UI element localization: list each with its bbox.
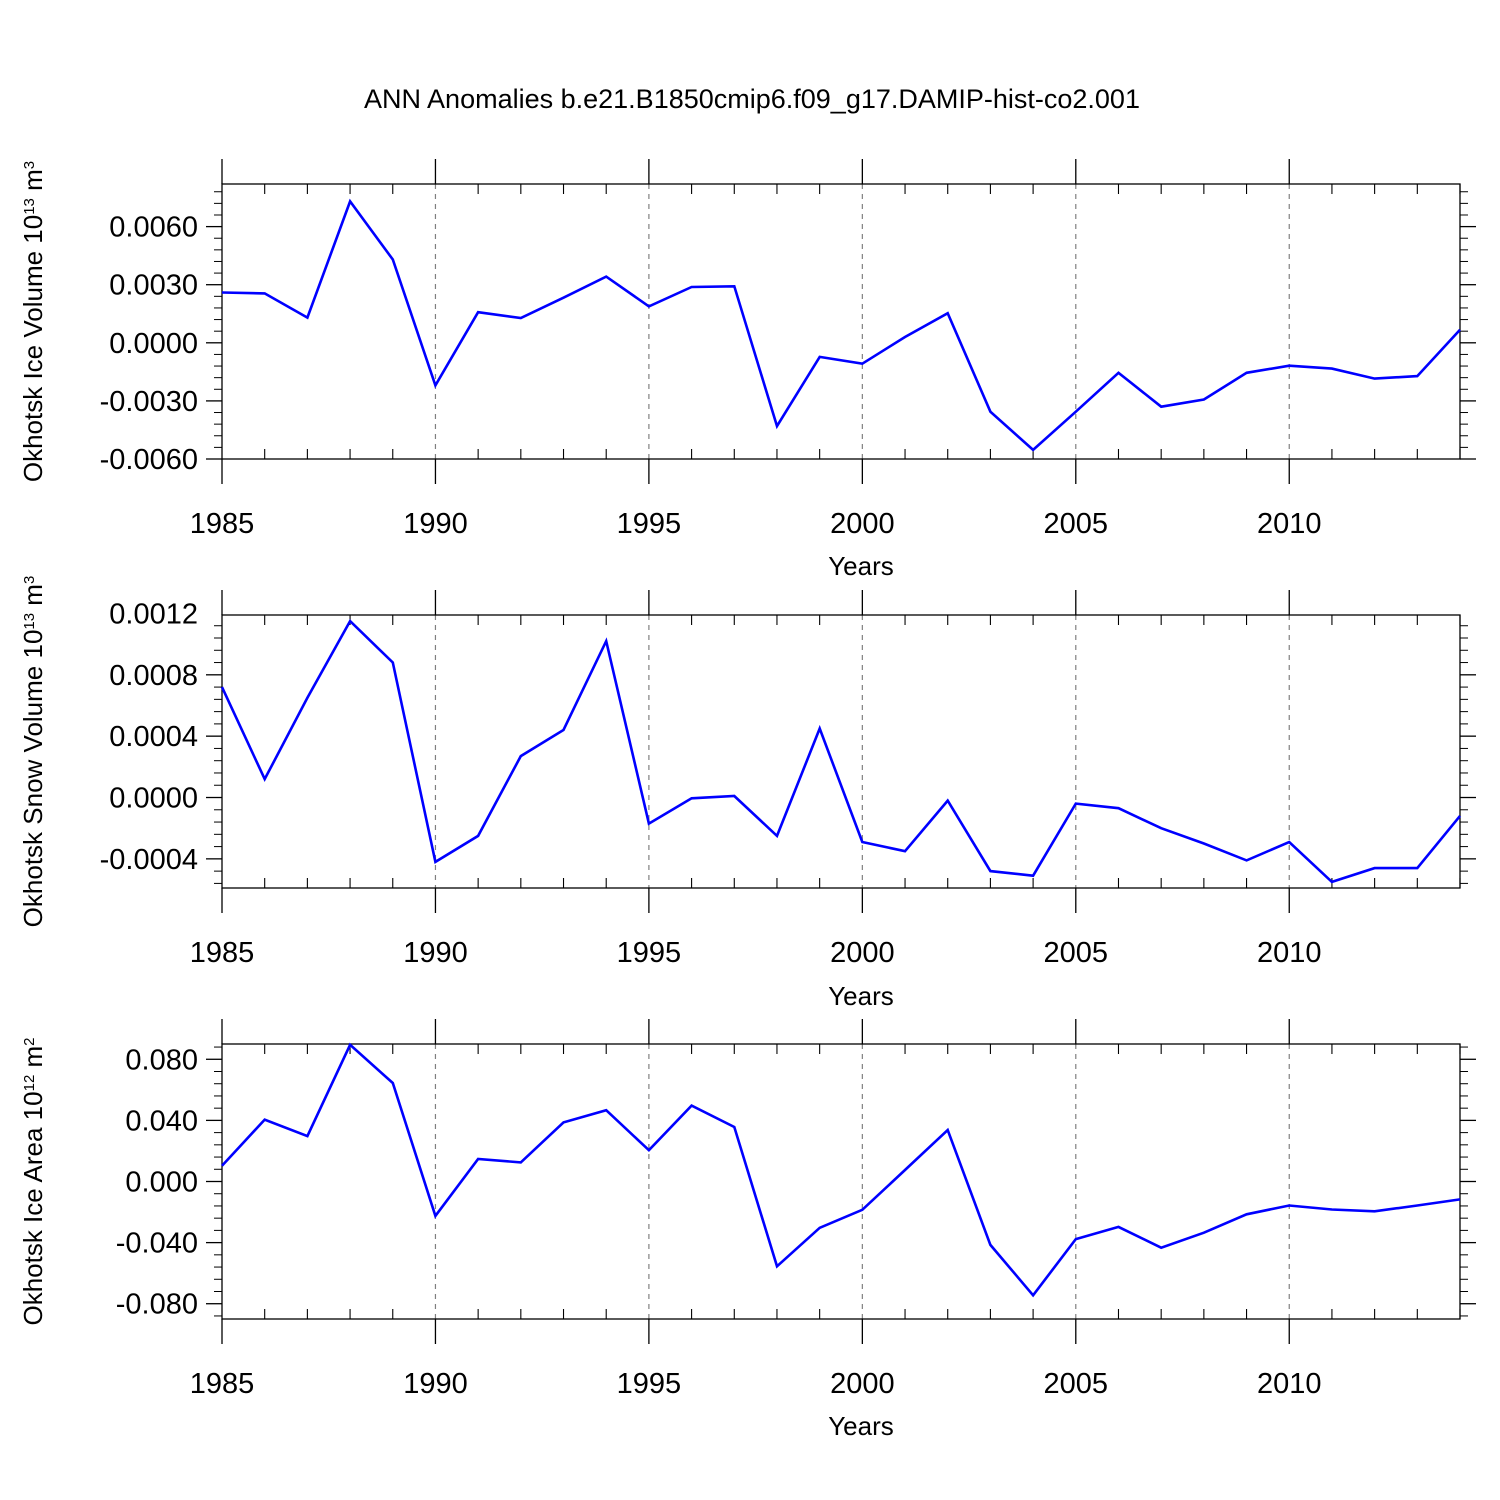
y-axis-title-unit-exponent: 3 bbox=[21, 161, 38, 169]
y-axis-title-exponent: 12 bbox=[21, 1075, 38, 1092]
y-tick-label: -0.040 bbox=[116, 1228, 198, 1260]
y-tick-label: 0.000 bbox=[125, 1167, 198, 1199]
x-tick-label: 2005 bbox=[1044, 937, 1109, 969]
x-tick-label: 1990 bbox=[403, 937, 468, 969]
x-axis-title: Years bbox=[828, 1411, 894, 1441]
x-axis-title: Years bbox=[828, 551, 894, 581]
panel-snow-volume: 1985 1990 1995 2000 2005 2010 -0.0004 0.0000 0.… bbox=[18, 576, 1476, 1011]
x-tick-label: 1995 bbox=[617, 937, 682, 969]
y-tick-label: -0.0060 bbox=[100, 444, 198, 476]
y-axis: -0.080 -0.040 0.000 0.040 0.080 bbox=[116, 1044, 1476, 1321]
grid-lines bbox=[434, 1044, 1290, 1319]
series-layer bbox=[220, 618, 1462, 884]
x-tick-label: 1995 bbox=[617, 1368, 682, 1400]
x-tick-label: 1990 bbox=[403, 508, 468, 540]
y-tick-label: -0.0030 bbox=[100, 386, 198, 418]
grid-lines bbox=[434, 184, 1290, 459]
plot-border bbox=[221, 1043, 1461, 1320]
y-axis-title-unit: m bbox=[18, 1046, 48, 1075]
y-axis-title-text: Okhotsk Snow Volume 10 bbox=[18, 630, 48, 928]
y-tick-label: 0.0004 bbox=[109, 721, 198, 753]
y-axis-title: Okhotsk Ice Area 1012 m2 bbox=[18, 1037, 48, 1325]
series-layer bbox=[221, 1042, 1461, 1298]
y-tick-label: 0.0000 bbox=[109, 328, 198, 360]
x-tick-label: 2010 bbox=[1257, 937, 1322, 969]
series-line bbox=[221, 198, 1461, 452]
x-tick-label: 2000 bbox=[830, 937, 895, 969]
y-axis: -0.0060 -0.0030 0.0000 0.0030 0.0060 bbox=[100, 191, 1476, 476]
y-axis-title-text: Okhotsk Ice Volume 10 bbox=[18, 215, 48, 482]
y-tick-label: 0.040 bbox=[125, 1105, 198, 1137]
y-axis-title-unit-exponent: 2 bbox=[21, 1037, 38, 1045]
y-tick-label: 0.0008 bbox=[109, 660, 198, 692]
x-axis: 1985 1990 1995 2000 2005 2010 bbox=[190, 1019, 1461, 1400]
x-axis-title: Years bbox=[828, 981, 894, 1011]
y-axis-title-unit: m bbox=[18, 169, 48, 198]
x-tick-label: 2010 bbox=[1257, 508, 1322, 540]
grid-lines bbox=[434, 615, 1290, 888]
x-tick-label: 1990 bbox=[403, 1368, 468, 1400]
y-axis: -0.0004 0.0000 0.0004 0.0008 0.0012 bbox=[100, 598, 1476, 884]
y-axis-title: Okhotsk Snow Volume 1013 m3 bbox=[18, 576, 48, 928]
y-tick-label: 0.0000 bbox=[109, 783, 198, 815]
x-tick-label: 2000 bbox=[830, 1368, 895, 1400]
y-axis-title-exponent: 13 bbox=[21, 613, 38, 630]
y-tick-label: 0.0060 bbox=[109, 212, 198, 244]
y-axis-title-unit-exponent: 3 bbox=[21, 576, 38, 584]
x-tick-label: 1985 bbox=[190, 937, 255, 969]
plot-frame bbox=[221, 614, 1461, 889]
y-axis-title-unit: m bbox=[18, 584, 48, 613]
x-tick-label: 1985 bbox=[190, 508, 255, 540]
y-tick-label: -0.080 bbox=[116, 1289, 198, 1321]
plot-frame bbox=[221, 1043, 1461, 1320]
y-tick-label: 0.080 bbox=[125, 1044, 198, 1076]
x-axis: 1985 1990 1995 2000 2005 2010 bbox=[190, 590, 1461, 969]
x-tick-label: 2005 bbox=[1044, 508, 1109, 540]
x-tick-label: 1985 bbox=[190, 1368, 255, 1400]
x-tick-label: 2005 bbox=[1044, 1368, 1109, 1400]
x-axis: 1985 1990 1995 2000 2005 2010 bbox=[190, 159, 1461, 540]
series-layer bbox=[221, 198, 1461, 452]
y-tick-label: -0.0004 bbox=[100, 844, 198, 876]
y-axis-title-exponent: 13 bbox=[21, 198, 38, 215]
series-line bbox=[220, 618, 1462, 884]
y-axis-title: Okhotsk Ice Volume 1013 m3 bbox=[18, 161, 48, 482]
panel-ice-volume: 1985 1990 1995 2000 2005 2010 -0.0060 -0.0030 0… bbox=[18, 159, 1476, 581]
plot-border bbox=[221, 614, 1461, 889]
series-line bbox=[221, 1042, 1461, 1298]
chart-title: ANN Anomalies b.e21.B1850cmip6.f09_g17.D… bbox=[364, 84, 1140, 114]
plot-frame bbox=[221, 183, 1461, 460]
x-tick-label: 1995 bbox=[617, 508, 682, 540]
panel-ice-area: 1985 1990 1995 2000 2005 2010 -0.080 -0.040 0.0… bbox=[18, 1019, 1476, 1441]
y-axis-title-text: Okhotsk Ice Area 10 bbox=[18, 1091, 48, 1325]
plot-border bbox=[221, 183, 1461, 460]
y-tick-label: 0.0012 bbox=[109, 598, 198, 630]
y-tick-label: 0.0030 bbox=[109, 270, 198, 302]
x-tick-label: 2000 bbox=[830, 508, 895, 540]
x-tick-label: 2010 bbox=[1257, 1368, 1322, 1400]
